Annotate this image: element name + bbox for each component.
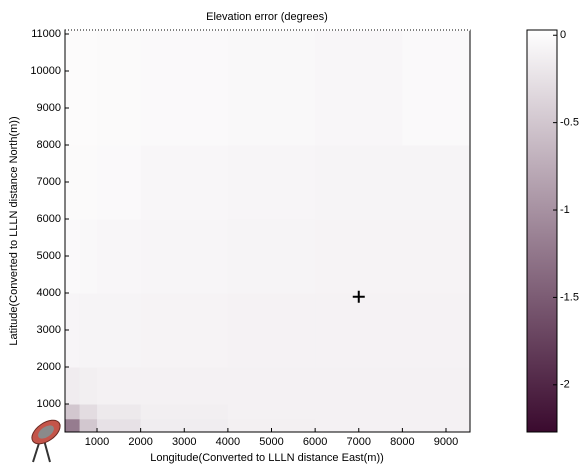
heatmap-cell bbox=[402, 403, 471, 420]
heatmap-cell bbox=[227, 144, 316, 220]
heatmap-cell bbox=[97, 366, 142, 405]
heatmap-cell bbox=[227, 218, 316, 294]
y-tick-label: 7000 bbox=[37, 176, 61, 188]
heatmap-cell bbox=[402, 218, 471, 294]
x-tick-label: 6000 bbox=[303, 436, 327, 448]
colorbar bbox=[526, 29, 558, 433]
heatmap-cell bbox=[97, 403, 142, 420]
heatmap-cell bbox=[79, 403, 98, 420]
y-tick-label: 11000 bbox=[31, 28, 61, 40]
heatmap-cell bbox=[97, 292, 142, 368]
heatmap-cell bbox=[97, 218, 142, 294]
x-tick-label: 8000 bbox=[390, 436, 414, 448]
heatmap-cell bbox=[402, 292, 471, 368]
heatmap-cell bbox=[227, 292, 316, 368]
y-axis-label: Latitude(Converted to LLLN distance Nort… bbox=[8, 116, 20, 345]
heatmap-cell bbox=[79, 30, 98, 146]
heatmap-cell bbox=[79, 218, 98, 294]
colorbar-tick-label: 0 bbox=[560, 29, 566, 41]
x-tick-label: 9000 bbox=[434, 436, 458, 448]
heatmap-cell bbox=[65, 218, 81, 294]
heatmap-cell bbox=[140, 144, 229, 220]
heatmap-cell bbox=[227, 403, 316, 420]
heatmap-cell bbox=[97, 144, 142, 220]
y-tick-label: 2000 bbox=[37, 361, 61, 373]
marker bbox=[352, 290, 365, 303]
heatmap-cell bbox=[97, 418, 142, 433]
heatmap-cell bbox=[79, 366, 98, 405]
heatmap-cell bbox=[140, 366, 229, 405]
colorbar-tick-label: -0.5 bbox=[560, 117, 579, 129]
heatmap-cell bbox=[65, 30, 81, 146]
heatmap-cell bbox=[402, 30, 471, 146]
heatmap-cell bbox=[315, 30, 403, 146]
heatmap-cell bbox=[65, 418, 81, 433]
y-tick-label: 6000 bbox=[37, 213, 61, 225]
heatmap-cell bbox=[65, 366, 81, 405]
heatmap-cell bbox=[65, 144, 81, 220]
heatmap-cell bbox=[65, 292, 81, 368]
y-tick-label: 5000 bbox=[37, 250, 61, 262]
x-tick-label: 5000 bbox=[259, 436, 283, 448]
x-tick-label: 7000 bbox=[347, 436, 371, 448]
heatmap-cell bbox=[402, 366, 471, 405]
y-tick-label: 8000 bbox=[37, 139, 61, 151]
heatmap-cell bbox=[402, 144, 471, 220]
heatmap-cell bbox=[79, 292, 98, 368]
heatmap-cell bbox=[227, 366, 316, 405]
heatmap-cell bbox=[140, 418, 229, 433]
y-tick-label: 3000 bbox=[37, 324, 61, 336]
heatmap-cell bbox=[140, 218, 229, 294]
colorbar-tick-label: -2 bbox=[560, 379, 570, 391]
heatmap-cell bbox=[315, 218, 403, 294]
antenna-icon bbox=[31, 419, 61, 463]
x-axis-label: Longitude(Converted to LLLN distance Eas… bbox=[150, 452, 384, 464]
heatmap-cell bbox=[315, 366, 403, 405]
x-tick-label: 1000 bbox=[85, 436, 109, 448]
x-tick-label: 2000 bbox=[128, 436, 152, 448]
heatmap-cell bbox=[227, 30, 316, 146]
colorbar-tick-label: -1 bbox=[560, 204, 570, 216]
heatmap-cell bbox=[315, 403, 403, 420]
x-tick-label: 4000 bbox=[216, 436, 240, 448]
heatmap-cell bbox=[79, 418, 98, 433]
heatmap-cell bbox=[227, 418, 316, 433]
heatmap-cell bbox=[79, 144, 98, 220]
heatmap-cell bbox=[65, 403, 81, 420]
heatmap-cell bbox=[140, 30, 229, 146]
y-tick-label: 10000 bbox=[30, 65, 61, 77]
colorbar-tick-label: -1.5 bbox=[560, 291, 579, 303]
heatmap-cell bbox=[140, 403, 229, 420]
heatmap-cell bbox=[315, 418, 403, 433]
heatmap-cell bbox=[97, 30, 142, 146]
x-tick-label: 3000 bbox=[172, 436, 196, 448]
chart-title: Elevation error (degrees) bbox=[206, 11, 328, 23]
y-tick-label: 9000 bbox=[37, 102, 61, 114]
heatmap-cell bbox=[315, 292, 403, 368]
heatmap-cell bbox=[140, 292, 229, 368]
y-tick-label: 4000 bbox=[37, 287, 61, 299]
heatmap-cell bbox=[402, 418, 471, 433]
y-tick-label: 1000 bbox=[37, 398, 61, 410]
heatmap-cell bbox=[315, 144, 403, 220]
